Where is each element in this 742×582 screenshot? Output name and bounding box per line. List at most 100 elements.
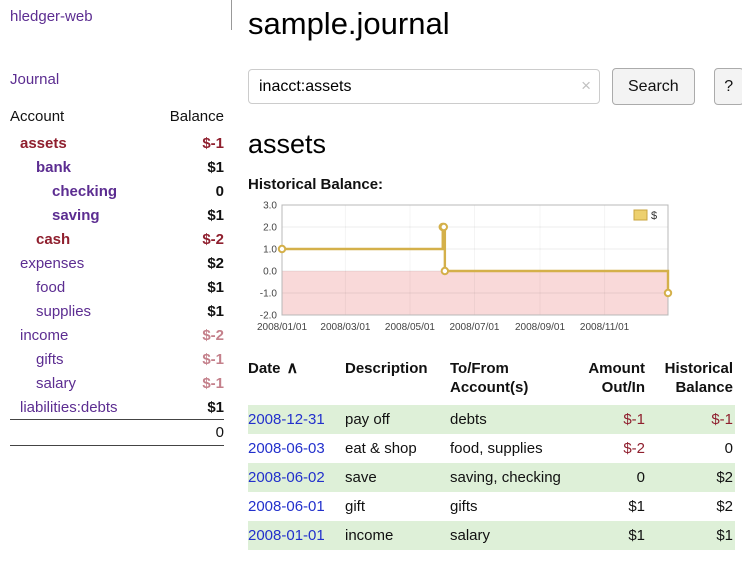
accounts-total-value: 0 — [152, 419, 224, 446]
account-balance: $1 — [207, 302, 224, 320]
column-header-description-label: Description — [345, 360, 428, 377]
svg-text:3.0: 3.0 — [263, 201, 277, 212]
transaction-amount: 0 — [636, 469, 645, 486]
column-header-date-label: Date — [248, 360, 281, 377]
transaction-date-link[interactable]: 2008-06-03 — [248, 440, 325, 457]
transaction-row: 2008-01-01 income salary $1 $1 — [248, 521, 735, 550]
transactions-table: Date ∧ Description To/From Account(s) Amo… — [248, 357, 735, 550]
svg-text:-1.0: -1.0 — [260, 289, 278, 300]
column-header-date[interactable]: Date ∧ — [248, 357, 345, 405]
search-button[interactable]: Search — [612, 68, 695, 105]
accounts-header-balance: Balance — [169, 108, 224, 125]
chart-title: Historical Balance: — [248, 176, 384, 193]
account-link-assets[interactable]: assets — [20, 134, 67, 152]
account-link-gifts[interactable]: gifts — [36, 350, 64, 368]
column-header-amount[interactable]: Amount Out/In — [583, 357, 653, 405]
account-link-bank[interactable]: bank — [36, 158, 72, 176]
transaction-description: pay off — [345, 411, 390, 428]
account-row: expenses $2 — [10, 251, 224, 275]
account-name-cell: checking — [10, 179, 152, 203]
sidebar-divider — [231, 0, 232, 30]
svg-text:2008/09/01: 2008/09/01 — [515, 322, 565, 333]
account-row: cash $-2 — [10, 227, 224, 251]
account-link-income[interactable]: income — [20, 326, 69, 344]
transaction-date-cell: 2008-06-01 — [248, 492, 345, 521]
svg-text:$: $ — [651, 210, 657, 222]
account-balance: $-1 — [202, 350, 224, 368]
transaction-accounts: gifts — [450, 498, 478, 515]
transaction-amount: $1 — [628, 498, 645, 515]
main-content: sample.journal × Search ? assets Histori… — [232, 0, 742, 582]
transaction-row: 2008-06-03 eat & shop food, supplies $-2 0 — [248, 434, 735, 463]
account-row: supplies $1 — [10, 299, 224, 323]
transaction-description: income — [345, 527, 394, 544]
transaction-row: 2008-06-01 gift gifts $1 $2 — [248, 492, 735, 521]
account-balance: $-1 — [202, 134, 224, 152]
transaction-date-link[interactable]: 2008-06-02 — [248, 469, 325, 486]
account-balance: $1 — [207, 278, 224, 296]
transaction-date-cell: 2008-01-01 — [248, 521, 345, 550]
app-title-link[interactable]: hledger-web — [10, 8, 93, 25]
account-name-cell: expenses — [10, 251, 152, 275]
account-link-cash[interactable]: cash — [36, 230, 71, 248]
account-name-cell: food — [10, 275, 152, 299]
column-header-amount-line1: Amount — [588, 360, 645, 377]
account-name-cell: income — [10, 323, 152, 347]
transaction-amount: $1 — [628, 527, 645, 544]
search-input[interactable] — [248, 69, 600, 104]
svg-text:2008/11/01: 2008/11/01 — [580, 322, 630, 333]
account-name-cell: saving — [10, 203, 152, 227]
transaction-balance: 0 — [724, 440, 733, 457]
account-name-cell: liabilities:debts — [10, 395, 152, 420]
transaction-row: 2008-06-02 save saving, checking 0 $2 — [248, 463, 735, 492]
transaction-accounts: debts — [450, 411, 487, 428]
transaction-description: eat & shop — [345, 440, 417, 457]
transaction-accounts: saving, checking — [450, 469, 561, 486]
accounts-total-row: 0 — [10, 419, 224, 446]
transaction-balance: $2 — [716, 469, 733, 486]
clear-search-icon[interactable]: × — [581, 76, 591, 95]
page-title: sample.journal — [248, 6, 450, 41]
svg-text:2008/07/01: 2008/07/01 — [449, 322, 499, 333]
account-balance: $1 — [207, 206, 224, 224]
transaction-date-link[interactable]: 2008-06-01 — [248, 498, 325, 515]
column-header-accounts-line2: Account(s) — [450, 379, 529, 396]
account-balance: $1 — [207, 158, 224, 176]
accounts-total-spacer — [10, 419, 153, 446]
search-bar: × Search ? — [248, 68, 742, 105]
sidebar-item-journal[interactable]: Journal — [10, 71, 60, 88]
transaction-date-cell: 2008-12-31 — [248, 405, 345, 434]
svg-text:2008/03/01: 2008/03/01 — [320, 322, 370, 333]
account-link-salary[interactable]: salary — [36, 374, 77, 392]
account-balance: 0 — [215, 182, 224, 200]
account-link-checking[interactable]: checking — [52, 182, 118, 200]
account-row: bank $1 — [10, 155, 224, 179]
column-header-description[interactable]: Description — [345, 357, 450, 405]
account-link-expenses[interactable]: expenses — [20, 254, 85, 272]
transactions-header-row: Date ∧ Description To/From Account(s) Amo… — [248, 357, 735, 405]
column-header-balance[interactable]: Historical Balance — [653, 357, 735, 405]
svg-text:0.0: 0.0 — [263, 267, 277, 278]
column-header-accounts[interactable]: To/From Account(s) — [450, 357, 583, 405]
account-heading: assets — [248, 129, 327, 159]
svg-text:1.0: 1.0 — [263, 245, 277, 256]
help-button[interactable]: ? — [713, 68, 742, 105]
accounts-table: Account Balance assets $-1 bank $1 checking 0… — [10, 104, 224, 446]
transaction-date-link[interactable]: 2008-01-01 — [248, 527, 325, 544]
account-name-cell: bank — [10, 155, 152, 179]
account-link-saving[interactable]: saving — [52, 206, 100, 224]
svg-text:2008/01/01: 2008/01/01 — [257, 322, 307, 333]
transaction-balance: $-1 — [711, 411, 733, 428]
account-name-cell: assets — [10, 131, 152, 155]
transaction-date-link[interactable]: 2008-12-31 — [248, 411, 325, 428]
column-header-amount-line2: Out/In — [601, 379, 645, 396]
svg-text:-2.0: -2.0 — [260, 311, 278, 322]
transaction-accounts: food, supplies — [450, 440, 543, 457]
account-link-supplies[interactable]: supplies — [36, 302, 92, 320]
account-link-liabilities:debts[interactable]: liabilities:debts — [20, 398, 118, 416]
account-name-cell: salary — [10, 371, 152, 395]
transaction-balance: $2 — [716, 498, 733, 515]
account-link-food[interactable]: food — [36, 278, 66, 296]
